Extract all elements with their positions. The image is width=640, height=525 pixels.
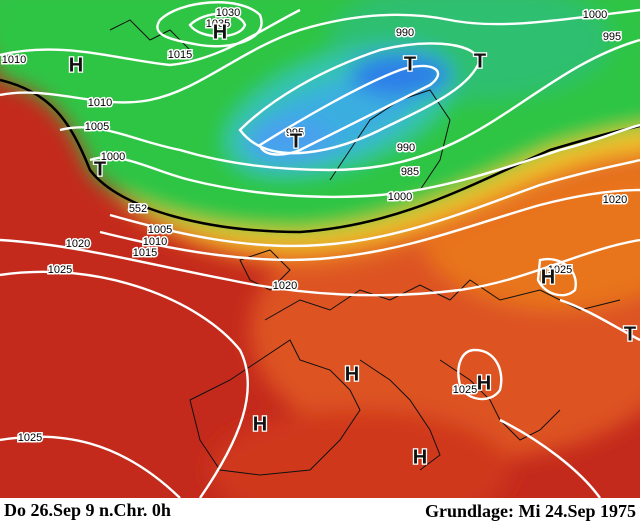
pressure-center: H xyxy=(253,413,267,435)
isobar-label: 995 xyxy=(286,127,304,139)
isobar-label: 1015 xyxy=(133,247,157,259)
isobar-label: 1025 xyxy=(48,264,72,276)
isobars xyxy=(0,1,640,498)
isobar-label: 990 xyxy=(396,27,414,39)
pressure-center: T xyxy=(474,50,486,72)
isobar-label: 1025 xyxy=(18,432,42,444)
pressure-center: T xyxy=(290,130,302,152)
pressure-center: H xyxy=(477,372,491,394)
isobar-label: 1030 xyxy=(216,7,240,19)
isobar-label: 1025 xyxy=(453,384,477,396)
isobar-label: 995 xyxy=(603,31,621,43)
isobar-label: 1020 xyxy=(273,280,297,292)
forecast-time: Do 26.Sep 9 n.Chr. 0h xyxy=(4,500,171,520)
pressure-center: H xyxy=(345,363,359,385)
isobar-label: 1010 xyxy=(2,54,26,66)
front-line xyxy=(0,78,640,234)
pressure-center: H xyxy=(541,266,555,288)
pressure-center: H xyxy=(413,446,427,468)
isobar-label: 1010 xyxy=(88,97,112,109)
pressure-center: H xyxy=(213,21,227,43)
isobar-label: 1000 xyxy=(388,191,412,203)
isobar-label: 1025 xyxy=(548,264,572,276)
isobar-label: 1015 xyxy=(168,49,192,61)
pressure-center: T xyxy=(404,53,416,75)
pressure-center: H xyxy=(69,54,83,76)
isobar-label: 1035 xyxy=(206,18,230,30)
isobar-label: 985 xyxy=(401,166,419,178)
isobar-label: 1020 xyxy=(603,194,627,206)
pressure-center: T xyxy=(624,323,636,345)
isobar-label: 1005 xyxy=(85,121,109,133)
pressure-center: T xyxy=(94,158,106,180)
isobar-label: 1020 xyxy=(66,238,90,250)
isobar-labels: 1030103510151010101010051000995990990985… xyxy=(0,5,628,445)
pressure-centers: H H T T T T H H H H H T xyxy=(68,20,638,470)
isobar-label: 1010 xyxy=(143,236,167,248)
base-run: Grundlage: Mi 24.Sep 1975 xyxy=(425,501,636,521)
coastlines xyxy=(109,19,621,476)
isobar-label: 1000 xyxy=(583,9,607,21)
isobar-label: 1000 xyxy=(101,151,125,163)
isobar-label: 552 xyxy=(129,203,147,215)
isobar-label: 1005 xyxy=(148,224,172,236)
isobar-label: 990 xyxy=(397,142,415,154)
